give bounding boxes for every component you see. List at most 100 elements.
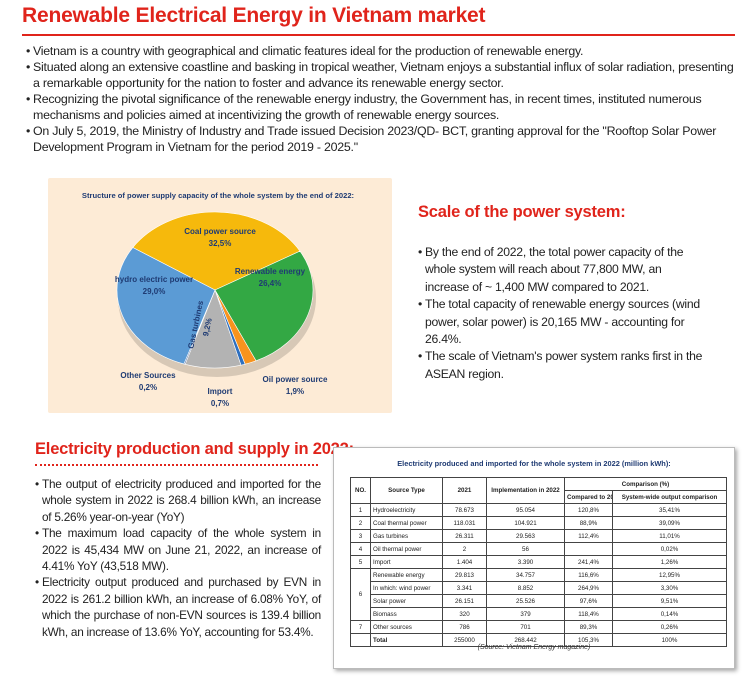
slice-name: Import [208,387,233,396]
table-cell: In which: wind power [370,581,443,595]
section-heading: Scale of the power system: [418,203,626,221]
slice-label: Oil power source 1,9% [263,375,328,396]
table-title: Electricity produced and imported for th… [397,459,671,468]
table-row: Total 255000 268.442 105,3% 100% [350,633,728,647]
table-cell: 34.757 [486,568,565,582]
slice-value: 26,4% [259,279,282,288]
group-header: Comparison (%) [563,477,728,491]
table-head: NO. Source Type 2021 Implementation in 2022… [350,477,728,504]
table-row: 6 Renewable energy 29.813 34.757 116,6% 12,95… [350,568,728,621]
slice-label: Coal power source 32,5% [184,227,256,248]
column-header: System-wide output comparison [611,490,728,504]
table-cell: Coal thermal power [370,516,443,530]
table-cell: 320 [442,607,487,621]
table-row: 7 Other sources 786 701 89,3% 0,26% [350,620,728,634]
table-cell: 3.390 [486,555,565,569]
table-row: In which: wind power 3.341 8.852 264,9% 3,30… [351,581,728,595]
title-rule [22,34,735,36]
table-cell: 3 [350,529,371,543]
table-cell: 104.921 [486,516,565,530]
section-heading: Electricity production and supply in 202… [35,440,354,458]
bullet: On July 5, 2019, the Ministry of Industr… [26,123,738,155]
pie-chart: Structure of power supply capacity of th… [82,191,354,408]
table-cell: Renewable energy [370,568,443,582]
slice-label: Renewable energy 26,4% [235,267,306,288]
bullet: Recognizing the pivotal significance of … [26,91,738,123]
table-cell: 264,9% [564,581,613,595]
table-cell: 241,4% [564,555,613,569]
column-header: Source Type [370,477,443,504]
table-cell: 26.151 [442,594,487,608]
table-cell: 35,41% [611,503,728,517]
table-cell: 26.311 [442,529,487,543]
table-cell [564,542,613,556]
table-cell: 120,8% [564,503,613,517]
heading-rule [35,464,318,466]
table-cell: 701 [486,620,565,634]
bullet: Electricity output produced and purchase… [35,574,321,640]
header-row: NO. Source Type 2021 Implementation in 2022… [350,477,728,504]
table-row: 3 Gas turbines 26.311 29.563 112,4% 11,01% [350,529,728,543]
table-cell: 118.031 [442,516,487,530]
table-cell: Import [370,555,443,569]
table-cell: 56 [486,542,565,556]
table-cell: Biomass [370,607,443,621]
bullet: By the end of 2022, the total power capa… [418,244,703,296]
table-cell: 88,9% [564,516,613,530]
table-row: Biomass 320 379 118,4% 0,14% [351,607,728,621]
table-cell: Hydroelectricity [370,503,443,517]
bullet: Situated along an extensive coastline an… [26,59,738,91]
table-cell: 89,3% [564,620,613,634]
table-cell: Gas turbines [370,529,443,543]
slice-label: Other Sources 0,2% [120,371,176,392]
table-cell: 1,26% [611,555,728,569]
table-cell: 379 [486,607,565,621]
bullet: The total capacity of renewable energy s… [418,296,703,348]
table-cell: 95.054 [486,503,565,517]
slice-value: 1,9% [286,387,304,396]
column-header: Implementation in 2022 [486,477,565,504]
production-bullets: The output of electricity produced and i… [35,476,321,640]
table-row: 1 Hydroelectricity 78.673 95.054 120,8% 35,41… [350,503,728,517]
table-cell: Total [370,633,443,647]
table-cell: 3,30% [611,581,728,595]
table-source: (Source: Vietnam Energy magazine) [477,644,591,651]
table-cell: Oil thermal power [370,542,443,556]
table-cell: 0,02% [611,542,728,556]
bullet: Vietnam is a country with geographical a… [26,43,738,59]
table-cell: 12,95% [611,568,728,582]
table-cell: 2 [350,516,371,530]
column-header: 2021 [442,477,487,504]
slice-name: Coal power source [184,227,256,236]
table-body: 1 Hydroelectricity 78.673 95.054 120,8% 35,41… [350,503,728,647]
table-cell: 2 [442,542,487,556]
table-cell: 0,26% [611,620,728,634]
table-cell: 105,3% [564,633,613,647]
slice-label: Import 0,7% [208,387,233,408]
table-cell: 78.673 [442,503,487,517]
header-row: Compared to 2021System-wide output compa… [351,490,728,504]
table-cell: 29.563 [486,529,565,543]
bullet: The scale of Vietnam's power system rank… [418,348,703,383]
chart-title: Structure of power supply capacity of th… [82,191,354,200]
table-row: 5 Import 1.404 3.390 241,4% 1,26% [350,555,728,569]
table-cell: 1.404 [442,555,487,569]
table-cell: 3.341 [442,581,487,595]
table-cell: 5 [350,555,371,569]
table-cell: 11,01% [611,529,728,543]
table-cell: 100% [611,633,728,647]
column-header: Compared to 2021 [564,490,613,504]
slice-name: Other Sources [120,371,176,380]
table-cell: 39,09% [611,516,728,530]
slice-name: Renewable energy [235,267,306,276]
table-row: 4 Oil thermal power 2 56 0,02% [350,542,728,556]
table-cell: 268.442 [486,633,565,647]
pie-slice [116,247,216,365]
table-cell: 6 [350,568,371,621]
slice-name: hydro electric power [115,275,193,284]
pie-slice [214,250,314,362]
pie-panel: Structure of power supply capacity of th… [48,178,392,413]
column-header: NO. [350,477,371,504]
table-cell: 1 [350,503,371,517]
table-cell: 116,6% [564,568,613,582]
